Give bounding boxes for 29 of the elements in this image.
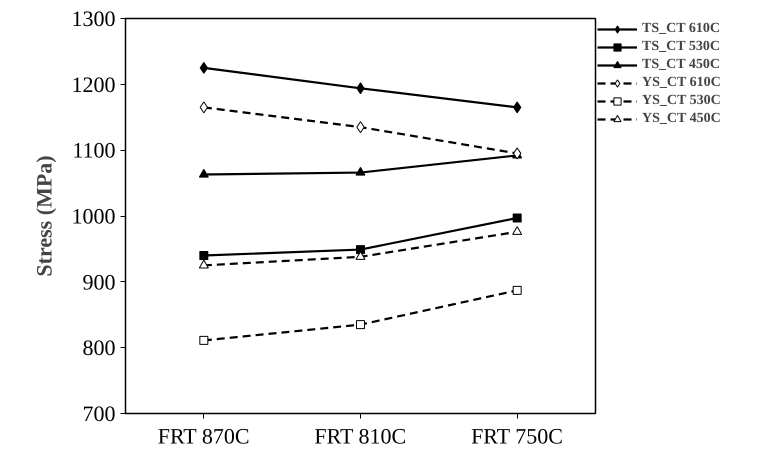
point <box>512 226 522 235</box>
legend-label: TS_CT 530C <box>642 38 720 56</box>
legend-label: YS_CT 450C <box>642 110 721 128</box>
y-tick-label: 900 <box>82 269 116 294</box>
legend-label: TS_CT 610C <box>642 20 720 38</box>
y-tick-label: 1300 <box>72 6 116 31</box>
point <box>199 251 208 260</box>
y-tick-label: 1100 <box>72 138 116 163</box>
point <box>356 82 365 94</box>
point <box>198 168 209 178</box>
point <box>512 286 522 295</box>
y-axis-title: Stress (MPa) <box>32 155 56 277</box>
x-tick-label: FRT 810C <box>314 424 406 448</box>
point <box>356 166 366 176</box>
y-tick-label: 700 <box>82 401 116 426</box>
legend-label: YS_CT 610C <box>642 74 721 92</box>
point <box>512 213 522 222</box>
legend-label: TS_CT 450C <box>642 56 720 74</box>
y-tick-label: 800 <box>82 335 116 360</box>
point <box>356 245 365 254</box>
point <box>199 336 208 345</box>
y-tick-label: 1000 <box>72 204 116 228</box>
point <box>356 121 365 134</box>
y-tick-label: 1200 <box>72 72 116 97</box>
legend-label: YS_CT 530C <box>642 92 721 110</box>
point <box>356 320 365 330</box>
point <box>198 260 209 268</box>
x-tick-label: FRT 870C <box>158 424 250 448</box>
x-tick-label: FRT 750C <box>471 424 563 448</box>
